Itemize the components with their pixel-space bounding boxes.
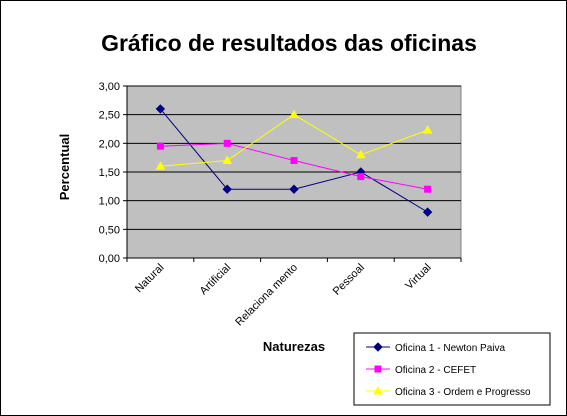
x-axis-title: Naturezas — [263, 339, 325, 354]
data-point — [155, 161, 166, 170]
data-point — [357, 173, 365, 181]
data-point — [374, 365, 382, 373]
data-point — [222, 155, 233, 165]
legend: Oficina 1 - Newton Paiva Oficina 2 - CEFE… — [353, 332, 551, 406]
legend-entry: Oficina 1 - Newton Paiva — [395, 343, 505, 354]
x-tick-label: Virtual — [403, 262, 433, 292]
data-point — [355, 149, 366, 159]
y-tick-label: 0,50 — [99, 224, 120, 236]
x-tick-label: Artificial — [198, 262, 234, 298]
y-tick-label: 2,50 — [99, 110, 120, 122]
y-tick-label: 1,00 — [99, 196, 120, 208]
data-point — [156, 142, 164, 150]
data-point — [289, 109, 299, 119]
y-tick-label: 0,00 — [99, 253, 120, 265]
y-tick-label: 1,50 — [99, 167, 120, 179]
data-point — [373, 385, 383, 395]
data-point — [155, 104, 166, 114]
y-tick-label: 2,00 — [99, 138, 120, 150]
data-point — [373, 342, 383, 352]
y-tick-label: 3,00 — [99, 81, 120, 93]
legend-entry: Oficina 3 - Ordem e Progresso — [395, 387, 531, 398]
y-axis-title: Percentual — [57, 134, 72, 200]
x-tick-label: Pessoal — [331, 262, 367, 298]
x-tick-label: Relaciona mento — [233, 262, 300, 329]
data-point — [424, 185, 432, 193]
chart-title: Gráfico de resultados das oficinas — [101, 30, 477, 56]
data-point — [289, 184, 299, 194]
data-point — [422, 207, 433, 217]
data-point — [222, 184, 232, 194]
legend-entry: Oficina 2 - CEFET — [395, 365, 476, 376]
x-tick-label: Natural — [133, 262, 167, 296]
data-point — [290, 157, 298, 165]
data-point — [422, 125, 433, 134]
data-point — [223, 139, 231, 147]
plot-area: 0,00 0,50 1,00 1,50 2,00 2,50 3,00 Natural Artif… — [99, 81, 462, 329]
